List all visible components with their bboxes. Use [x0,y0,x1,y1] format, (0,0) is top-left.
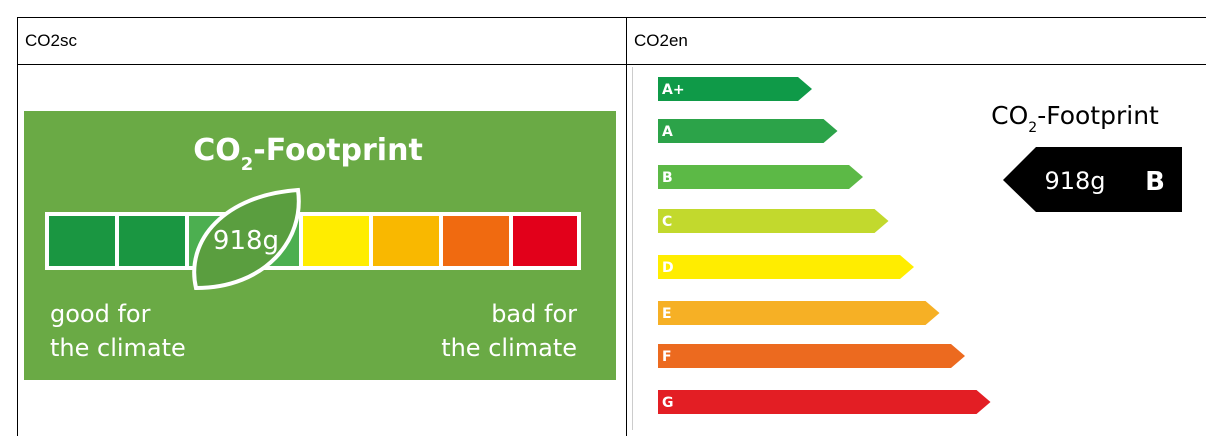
class-label: B [662,170,673,186]
bad-text: the climate [441,334,577,362]
title-rest: -Footprint [1037,101,1159,130]
title-sub: 2 [1028,120,1037,136]
class-label: C [662,214,672,230]
value: 918g [1044,167,1105,195]
class-arrow [658,390,991,414]
title-main: CO [193,133,241,168]
good-text: good for [50,300,151,328]
title: CO2-Footprint [991,101,1159,136]
title-main: CO [991,101,1028,130]
co2en-label: CO2-Footprint 918g B A+ A B C D E F G [632,67,1182,430]
class-label: A+ [662,82,685,98]
bad-text: bad for [491,300,577,328]
class-label: D [662,260,674,276]
grade: B [1145,167,1165,197]
class-arrow [658,209,889,233]
table-lines [17,17,1206,436]
rating-arrow [1003,147,1182,212]
class-arrow [658,119,838,143]
header: CO2en [634,31,688,50]
class-arrow [658,77,812,101]
good-text: the climate [50,334,186,362]
class-label: E [662,306,672,322]
header: CO2sc [25,31,77,50]
segment [303,216,369,266]
title-sub: 2 [241,154,254,175]
segment [513,216,577,266]
segment [373,216,439,266]
value: 918g [213,226,279,256]
class-arrow [658,344,965,368]
segment [443,216,509,266]
segment [119,216,185,266]
class-arrow [658,165,863,189]
class-arrow [658,255,914,279]
title: CO2-Footprint [193,133,423,175]
class-arrow [658,301,940,325]
class-label: G [662,395,674,411]
class-label: F [662,349,672,365]
class-label: A [662,124,673,140]
segment [49,216,115,266]
title-rest: -Footprint [253,133,423,168]
leaf [192,187,301,291]
co2sc-label: CO2-Footprint 918g good for the climate … [24,111,616,380]
